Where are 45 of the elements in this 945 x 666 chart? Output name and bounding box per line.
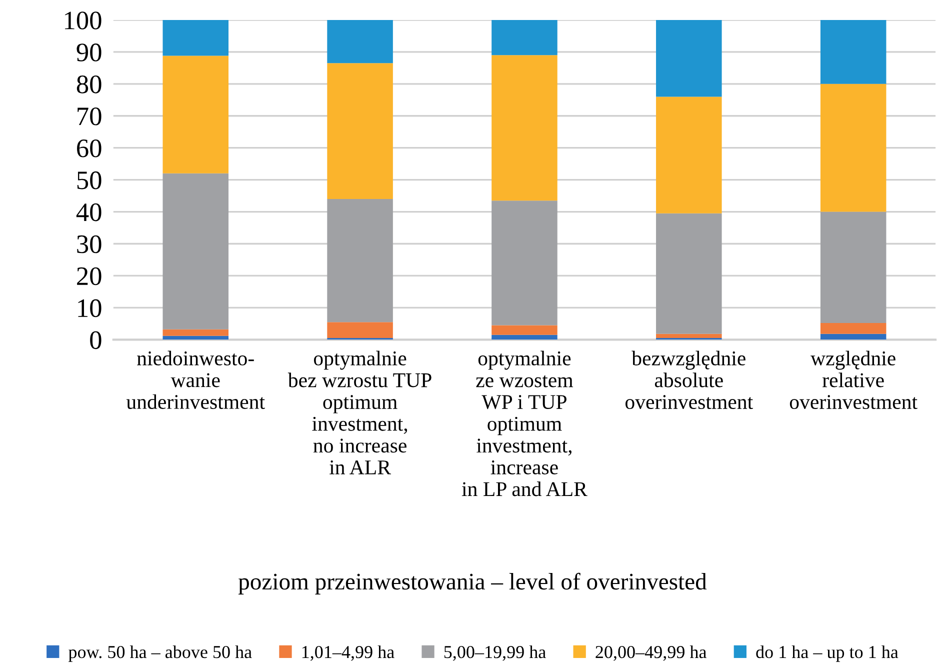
y-tick-label: 0 [90, 331, 102, 350]
bar [820, 20, 886, 84]
legend-label: do 1 ha – up to 1 ha [756, 645, 898, 662]
y-tick-label: 60 [77, 139, 102, 158]
y-tick-label: 100 [65, 12, 102, 30]
bar [656, 334, 722, 338]
x-tick-label: niedoinwesto- wanie underinvestment [126, 350, 265, 409]
bar [162, 20, 228, 56]
bar [327, 199, 393, 322]
legend-label: 1,01–4,99 ha [302, 645, 394, 661]
legend-label: 20,00–49,99 ha [596, 645, 707, 661]
x-tick-label: względnie relative overinvestment [790, 350, 918, 410]
bar [162, 329, 228, 336]
bar [327, 20, 393, 64]
legend-label: pow. 50 ha – above 50 ha [68, 645, 252, 662]
bar [162, 173, 228, 330]
y-tick-label: 40 [76, 203, 102, 222]
bar [492, 325, 558, 335]
bar [327, 322, 393, 338]
bar [820, 84, 886, 212]
bar [820, 212, 886, 324]
x-tick-label: bezwzględnie absolute overinvestment [625, 350, 753, 410]
bar [820, 323, 886, 334]
y-tick-label: 70 [78, 107, 102, 126]
y-tick-label: 20 [77, 267, 102, 286]
bar [162, 336, 228, 340]
bar [820, 334, 886, 340]
y-tick-label: 80 [76, 76, 102, 94]
y-tick-label: 50 [77, 171, 102, 190]
legend-label: 5,00–19,99 ha [444, 645, 546, 661]
bar [492, 200, 558, 326]
x-tick-label: optymalnie bez wzrostu TUP optimum investment, no increase in ALR [288, 350, 432, 474]
bar [492, 20, 558, 56]
y-tick-label: 10 [78, 299, 102, 318]
y-tick-label: 90 [76, 44, 102, 62]
bar [327, 63, 393, 199]
bar [162, 56, 228, 174]
y-tick-label: 30 [77, 235, 102, 254]
bar [492, 334, 558, 340]
x-tick-label: optymalnie ze wzostem WP i TUP optimum investment, increase in LP and ALR [462, 350, 588, 496]
bar [656, 96, 722, 214]
x-axis-title: poziom przeinwestowania – level of overinvested [238, 572, 707, 594]
bar [656, 20, 722, 97]
bar [492, 55, 558, 201]
bar [656, 213, 722, 334]
